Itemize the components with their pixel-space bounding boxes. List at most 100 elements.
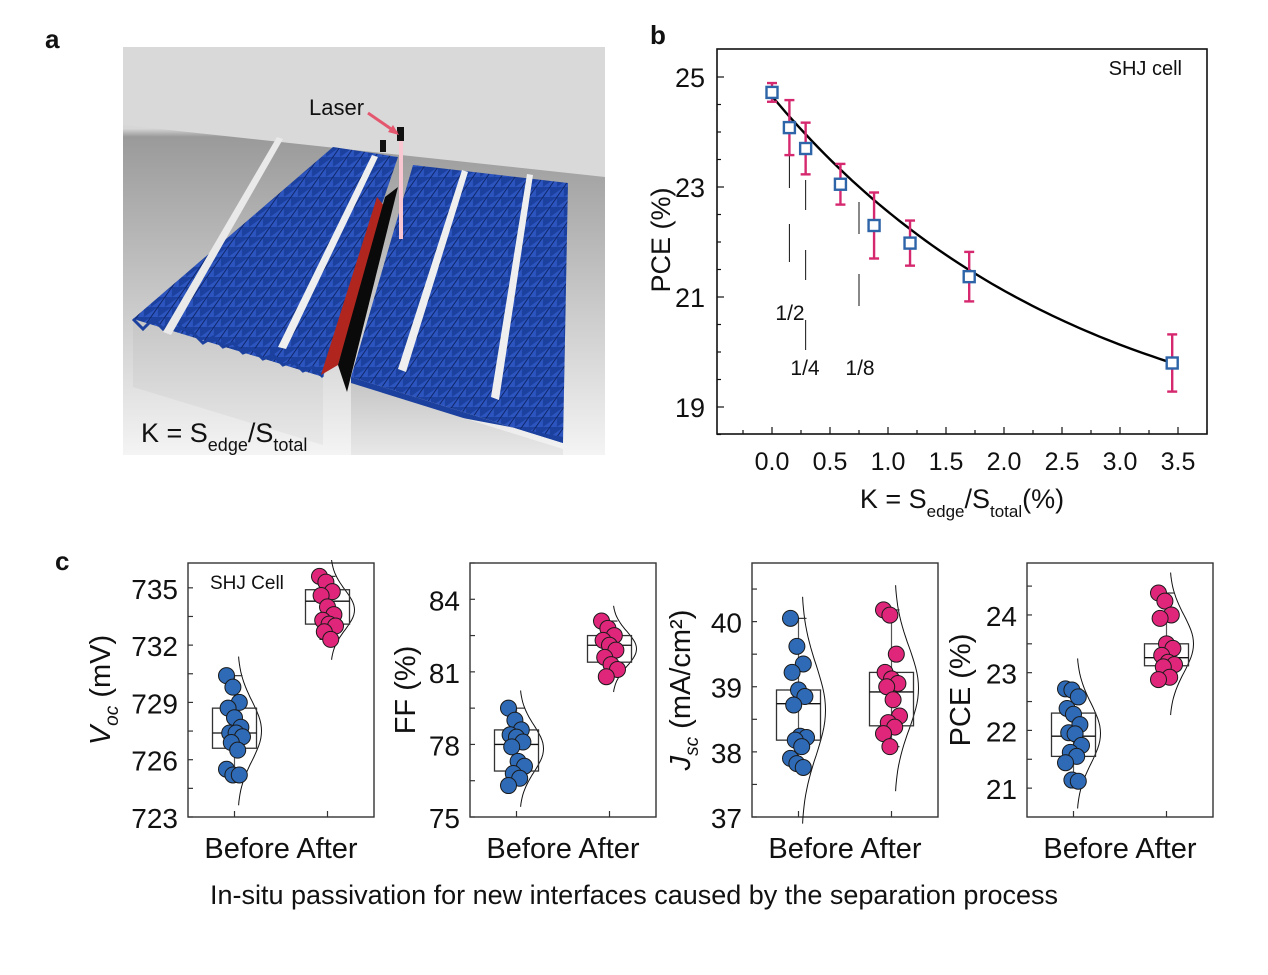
annotation-shj-cell: SHJ Cell bbox=[210, 573, 284, 594]
y-tick-label: 735 bbox=[131, 574, 178, 605]
x-tick-label: 3.0 bbox=[1103, 448, 1138, 476]
wafer-left-top bbox=[133, 147, 398, 377]
data-point-before bbox=[1069, 688, 1087, 706]
y-tick-label: 39 bbox=[711, 673, 742, 704]
wafer-left-side bbox=[133, 319, 323, 445]
x-tick-label: 3.5 bbox=[1161, 448, 1196, 476]
y-tick-label: 23 bbox=[675, 173, 705, 203]
data-point-before bbox=[793, 738, 811, 756]
plot-frame-c-voc bbox=[187, 562, 375, 818]
y-axis-title: FF (%) bbox=[390, 646, 422, 735]
y-tick-label: 40 bbox=[711, 608, 742, 639]
y-axis-title: PCE (%) bbox=[945, 634, 977, 747]
laser-label: Laser bbox=[309, 95, 364, 120]
y-tick-label: 723 bbox=[131, 803, 178, 834]
x-tick-label: 1.5 bbox=[929, 448, 964, 476]
y-axis-title: PCE (%) bbox=[646, 187, 676, 292]
laser-separation-illustration: Laser K = Sedge/Stotal bbox=[123, 47, 605, 455]
data-point-after bbox=[322, 630, 340, 648]
data-point-before bbox=[503, 738, 521, 756]
data-point-before bbox=[224, 678, 242, 696]
finger-3 bbox=[398, 170, 468, 372]
laser-head-icon bbox=[397, 127, 404, 141]
data-point bbox=[765, 85, 779, 100]
data-point-after bbox=[1151, 609, 1169, 627]
fraction-label: 1/2 bbox=[775, 302, 804, 325]
data-point bbox=[867, 218, 881, 233]
k-formula: K = Sedge/Stotal bbox=[141, 418, 307, 455]
x-category-labels: Before After bbox=[486, 833, 639, 865]
finger-1 bbox=[163, 137, 283, 335]
y-tick-label: 84 bbox=[429, 585, 460, 616]
y-tick-label: 19 bbox=[675, 393, 705, 423]
y-tick-label: 21 bbox=[986, 774, 1017, 805]
laser-edge-red bbox=[321, 197, 385, 375]
y-tick-label: 732 bbox=[131, 631, 178, 662]
data-point bbox=[1165, 356, 1179, 370]
background-wall bbox=[123, 47, 605, 177]
wafer-right-top bbox=[351, 165, 568, 443]
data-point-before bbox=[783, 663, 801, 681]
x-axis-title: K = Sedge/Stotal(%) bbox=[860, 484, 1064, 521]
laser-beam bbox=[399, 139, 403, 239]
y-tick-label: 37 bbox=[711, 803, 742, 834]
laser-mount-icon bbox=[380, 140, 386, 152]
x-tick-label: 1.0 bbox=[871, 448, 906, 476]
wafer-left-zigzag bbox=[131, 316, 325, 379]
x-tick-label: 0.5 bbox=[813, 448, 848, 476]
data-point-before bbox=[230, 766, 248, 784]
data-point-before bbox=[229, 741, 247, 759]
data-point bbox=[782, 120, 797, 135]
y-tick-label: 78 bbox=[429, 730, 460, 761]
finger-4 bbox=[491, 174, 533, 400]
y-axis-title: Voc (mV) bbox=[85, 635, 123, 745]
data-point-after bbox=[887, 645, 905, 663]
data-point-before bbox=[788, 637, 806, 655]
y-tick-label: 25 bbox=[675, 63, 705, 93]
plot-frame-c-pce bbox=[1026, 562, 1214, 818]
data-point-before bbox=[794, 759, 812, 777]
laser-cut-gap bbox=[338, 187, 398, 392]
data-point-before bbox=[1069, 772, 1087, 790]
finger-2 bbox=[278, 155, 378, 349]
data-point-before bbox=[500, 777, 517, 795]
x-category-labels: Before After bbox=[768, 833, 921, 865]
data-point-after bbox=[884, 691, 902, 709]
panel-label-b: b bbox=[650, 20, 666, 50]
x-tick-label: 2.0 bbox=[987, 448, 1022, 476]
fit-curve bbox=[771, 95, 1173, 365]
y-tick-label: 75 bbox=[429, 803, 460, 834]
fraction-label: 1/4 bbox=[790, 357, 820, 380]
panel-label-c: c bbox=[55, 546, 70, 576]
y-tick-label: 81 bbox=[429, 658, 460, 689]
y-tick-label: 23 bbox=[986, 659, 1017, 690]
data-point-after bbox=[881, 738, 899, 756]
wafer-right-side bbox=[351, 377, 563, 443]
laser-arrow-head bbox=[388, 125, 399, 135]
y-tick-label: 24 bbox=[986, 601, 1017, 632]
data-point-after bbox=[881, 606, 899, 624]
wafer-right-face bbox=[351, 383, 563, 455]
plot-frame-c-jsc bbox=[751, 562, 939, 818]
data-point bbox=[833, 177, 848, 191]
data-point bbox=[798, 141, 813, 156]
y-tick-label: 726 bbox=[131, 746, 178, 777]
y-tick-label: 729 bbox=[131, 688, 178, 719]
plot-frame-c-ff bbox=[469, 562, 657, 818]
x-tick-label: 0.0 bbox=[755, 448, 790, 476]
x-category-labels: Before After bbox=[1043, 833, 1196, 865]
x-category-labels: Before After bbox=[204, 833, 357, 865]
figure-caption: In-situ passivation for new interfaces c… bbox=[210, 880, 1058, 910]
data-point bbox=[903, 236, 917, 250]
y-axis-title: Jsc (mA/cm²) bbox=[665, 610, 703, 772]
fraction-label: 1/8 bbox=[845, 357, 874, 380]
data-point-after bbox=[1156, 592, 1174, 610]
y-tick-label: 22 bbox=[986, 716, 1017, 747]
distribution-curve bbox=[895, 585, 920, 792]
data-point-before bbox=[1057, 754, 1074, 772]
data-point-before bbox=[782, 609, 799, 627]
y-tick-label: 21 bbox=[675, 283, 705, 313]
data-point bbox=[962, 269, 976, 284]
panel-label-a: a bbox=[45, 24, 60, 54]
